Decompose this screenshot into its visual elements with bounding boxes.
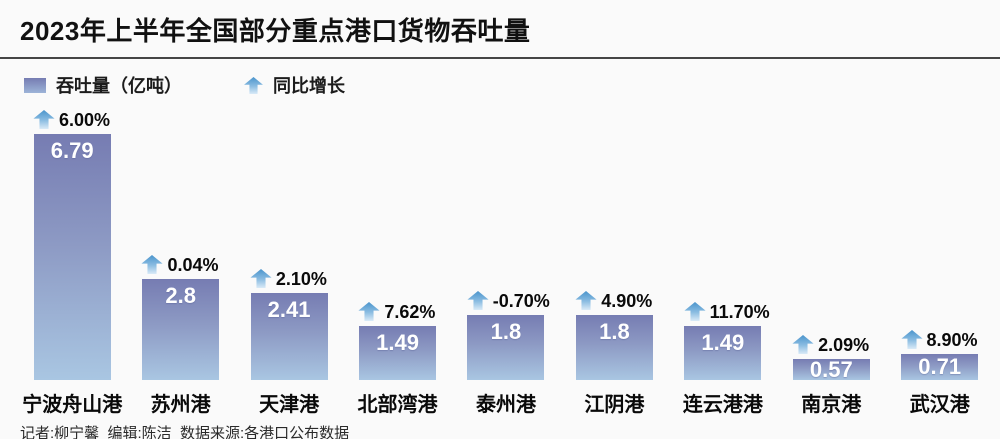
growth-value: 11.70% bbox=[709, 302, 770, 322]
growth-indicator: 7.62% bbox=[358, 302, 435, 321]
bar-group: 7.62% 1.49 北部湾港 bbox=[343, 302, 451, 416]
bar-group: 2.09% 0.57 南京港 bbox=[777, 335, 885, 416]
bar-group: 0.04% 2.8 苏州港 bbox=[126, 255, 234, 416]
bar-category-label: 宁波舟山港 bbox=[22, 394, 123, 416]
growth-indicator: 4.90% bbox=[575, 291, 652, 310]
bar-value: 1.8 bbox=[490, 319, 522, 344]
bar-value: 6.79 bbox=[50, 138, 94, 163]
up-arrow-icon bbox=[575, 291, 597, 310]
up-arrow-icon bbox=[792, 335, 814, 354]
bar: 1.8 bbox=[467, 315, 545, 380]
legend: 吞吐量（亿吨） 同比增长 bbox=[0, 59, 1000, 98]
legend-growth-item: 同比增长 bbox=[244, 72, 345, 98]
bar-group: 6.00% 6.79 宁波舟山港 bbox=[18, 110, 126, 416]
bar-category-label: 武汉港 bbox=[909, 394, 970, 416]
up-arrow-icon bbox=[250, 269, 272, 288]
bar-value: 2.41 bbox=[267, 297, 311, 322]
bar-category-label: 北部湾港 bbox=[357, 394, 438, 416]
up-arrow-icon bbox=[141, 255, 163, 274]
growth-value: 8.90% bbox=[926, 330, 978, 350]
growth-value: 7.62% bbox=[384, 302, 436, 322]
bar-group: -0.70% 1.8 泰州港 bbox=[452, 291, 560, 416]
legend-growth-label: 同比增长 bbox=[273, 76, 345, 96]
bar-value: 0.71 bbox=[918, 354, 962, 379]
bar: 6.79 bbox=[33, 134, 111, 380]
bar: 0.71 bbox=[901, 354, 979, 380]
bar-category-label: 南京港 bbox=[801, 394, 862, 416]
bar-value: 2.8 bbox=[165, 283, 196, 308]
growth-indicator: 2.10% bbox=[250, 269, 327, 288]
bar-group: 2.10% 2.41 天津港 bbox=[235, 269, 343, 416]
up-arrow-icon bbox=[900, 330, 923, 349]
up-arrow-icon bbox=[467, 291, 489, 310]
bar: 1.49 bbox=[359, 326, 437, 380]
growth-value: 0.04% bbox=[167, 255, 219, 275]
up-arrow-icon bbox=[358, 302, 380, 321]
bar-group: 8.90% 0.71 武汉港 bbox=[886, 330, 994, 416]
up-arrow-icon bbox=[244, 76, 263, 94]
growth-indicator: -0.70% bbox=[467, 291, 550, 310]
bar-chart: 6.00% 6.79 宁波舟山港 0.04% 2.8 苏州港 2.10% 2.41 天津港 7.6… bbox=[0, 104, 1000, 416]
growth-value: 2.10% bbox=[275, 269, 327, 289]
bar: 1.49 bbox=[684, 326, 762, 380]
growth-value: 6.00% bbox=[59, 110, 111, 130]
bar-value: 0.57 bbox=[809, 356, 853, 382]
bar-value: 1.49 bbox=[701, 330, 745, 355]
bar-group: 4.90% 1.8 江阴港 bbox=[560, 291, 668, 416]
bar-category-label: 连云港港 bbox=[682, 394, 763, 416]
growth-indicator: 0.04% bbox=[141, 255, 218, 274]
growth-indicator: 8.90% bbox=[900, 330, 978, 350]
bar-value: 1.49 bbox=[376, 330, 419, 355]
growth-indicator: 6.00% bbox=[33, 110, 110, 129]
growth-indicator: 2.09% bbox=[792, 335, 869, 354]
header: 2023年上半年全国部分重点港口货物吞吐量 bbox=[0, 0, 1000, 59]
growth-indicator: 11.70% bbox=[684, 302, 770, 321]
bar: 1.8 bbox=[575, 315, 653, 380]
bar-value: 1.8 bbox=[599, 319, 630, 344]
up-arrow-icon bbox=[33, 110, 55, 129]
bar-group: 11.70% 1.49 连云港港 bbox=[669, 302, 777, 416]
growth-value: 4.90% bbox=[601, 291, 653, 311]
bar: 2.8 bbox=[142, 279, 220, 380]
legend-throughput-label: 吞吐量（亿吨） bbox=[56, 76, 182, 96]
growth-value: -0.70% bbox=[492, 291, 550, 311]
page-title: 2023年上半年全国部分重点港口货物吞吐量 bbox=[20, 16, 531, 46]
bar-category-label: 天津港 bbox=[259, 394, 320, 416]
bar: 0.57 bbox=[792, 356, 870, 382]
bar: 2.41 bbox=[250, 293, 328, 380]
growth-value: 2.09% bbox=[818, 335, 870, 355]
throughput-swatch-icon bbox=[24, 77, 46, 93]
bar-category-label: 苏州港 bbox=[150, 394, 211, 416]
up-arrow-icon bbox=[684, 302, 706, 321]
bar-category-label: 泰州港 bbox=[475, 394, 536, 416]
bar-category-label: 江阴港 bbox=[584, 394, 645, 416]
footer-credits: 记者:柳宁馨 编辑:陈洁 数据来源:各港口公布数据 bbox=[20, 425, 350, 439]
